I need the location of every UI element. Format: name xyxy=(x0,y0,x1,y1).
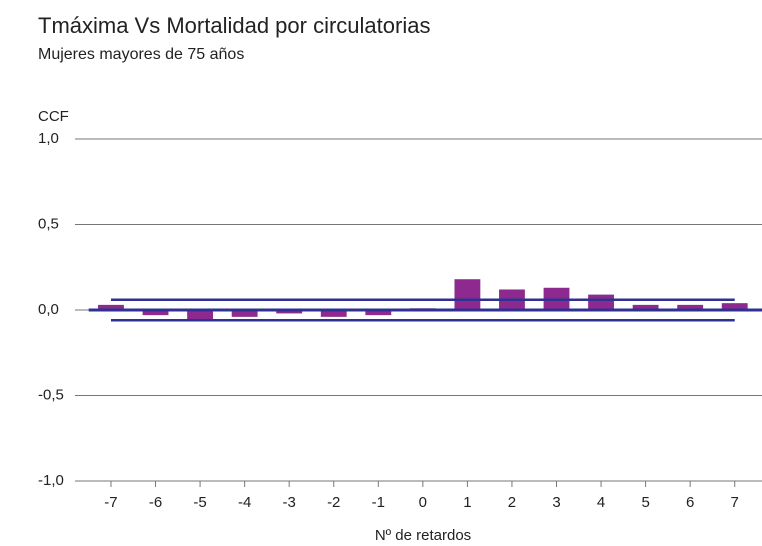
bar xyxy=(454,279,481,310)
x-tick-label: 6 xyxy=(686,494,694,511)
chart-subtitle: Mujeres mayores de 75 años xyxy=(38,46,244,63)
x-axis-label: Nº de retardos xyxy=(375,527,471,544)
bar xyxy=(721,303,748,310)
y-tick-label: 1,0 xyxy=(38,130,59,147)
x-tick-label: 2 xyxy=(508,494,516,511)
bar xyxy=(677,304,704,310)
bar xyxy=(588,294,614,310)
y-tick-label: -1,0 xyxy=(38,472,64,489)
bar xyxy=(187,310,214,321)
x-tick-label: 1 xyxy=(463,494,471,511)
x-tick-label: -2 xyxy=(327,494,340,511)
bar xyxy=(632,304,659,310)
bar xyxy=(98,304,124,310)
x-tick-label: -4 xyxy=(238,494,251,511)
bar xyxy=(231,310,258,317)
chart-title: Tmáxima Vs Mortalidad por circulatorias xyxy=(38,13,430,38)
x-tick-label: -5 xyxy=(193,494,206,511)
x-tick-label: 4 xyxy=(597,494,605,511)
y-tick-label: 0,0 xyxy=(38,301,59,318)
x-tick-label: 7 xyxy=(731,494,739,511)
x-tick-label: -6 xyxy=(149,494,162,511)
x-tick-label: 0 xyxy=(419,494,427,511)
x-tick-label: -1 xyxy=(372,494,385,511)
x-tick-label: 5 xyxy=(641,494,649,511)
x-tick-label: -7 xyxy=(104,494,117,511)
y-tick-label: 0,5 xyxy=(38,215,59,232)
bar xyxy=(276,310,303,314)
bar xyxy=(142,310,169,316)
bar xyxy=(320,310,347,317)
x-tick-label: 3 xyxy=(552,494,560,511)
bar xyxy=(365,310,392,316)
y-tick-label: -0,5 xyxy=(38,386,64,403)
y-axis-label: CCF xyxy=(38,108,69,125)
x-tick-label: -3 xyxy=(283,494,296,511)
